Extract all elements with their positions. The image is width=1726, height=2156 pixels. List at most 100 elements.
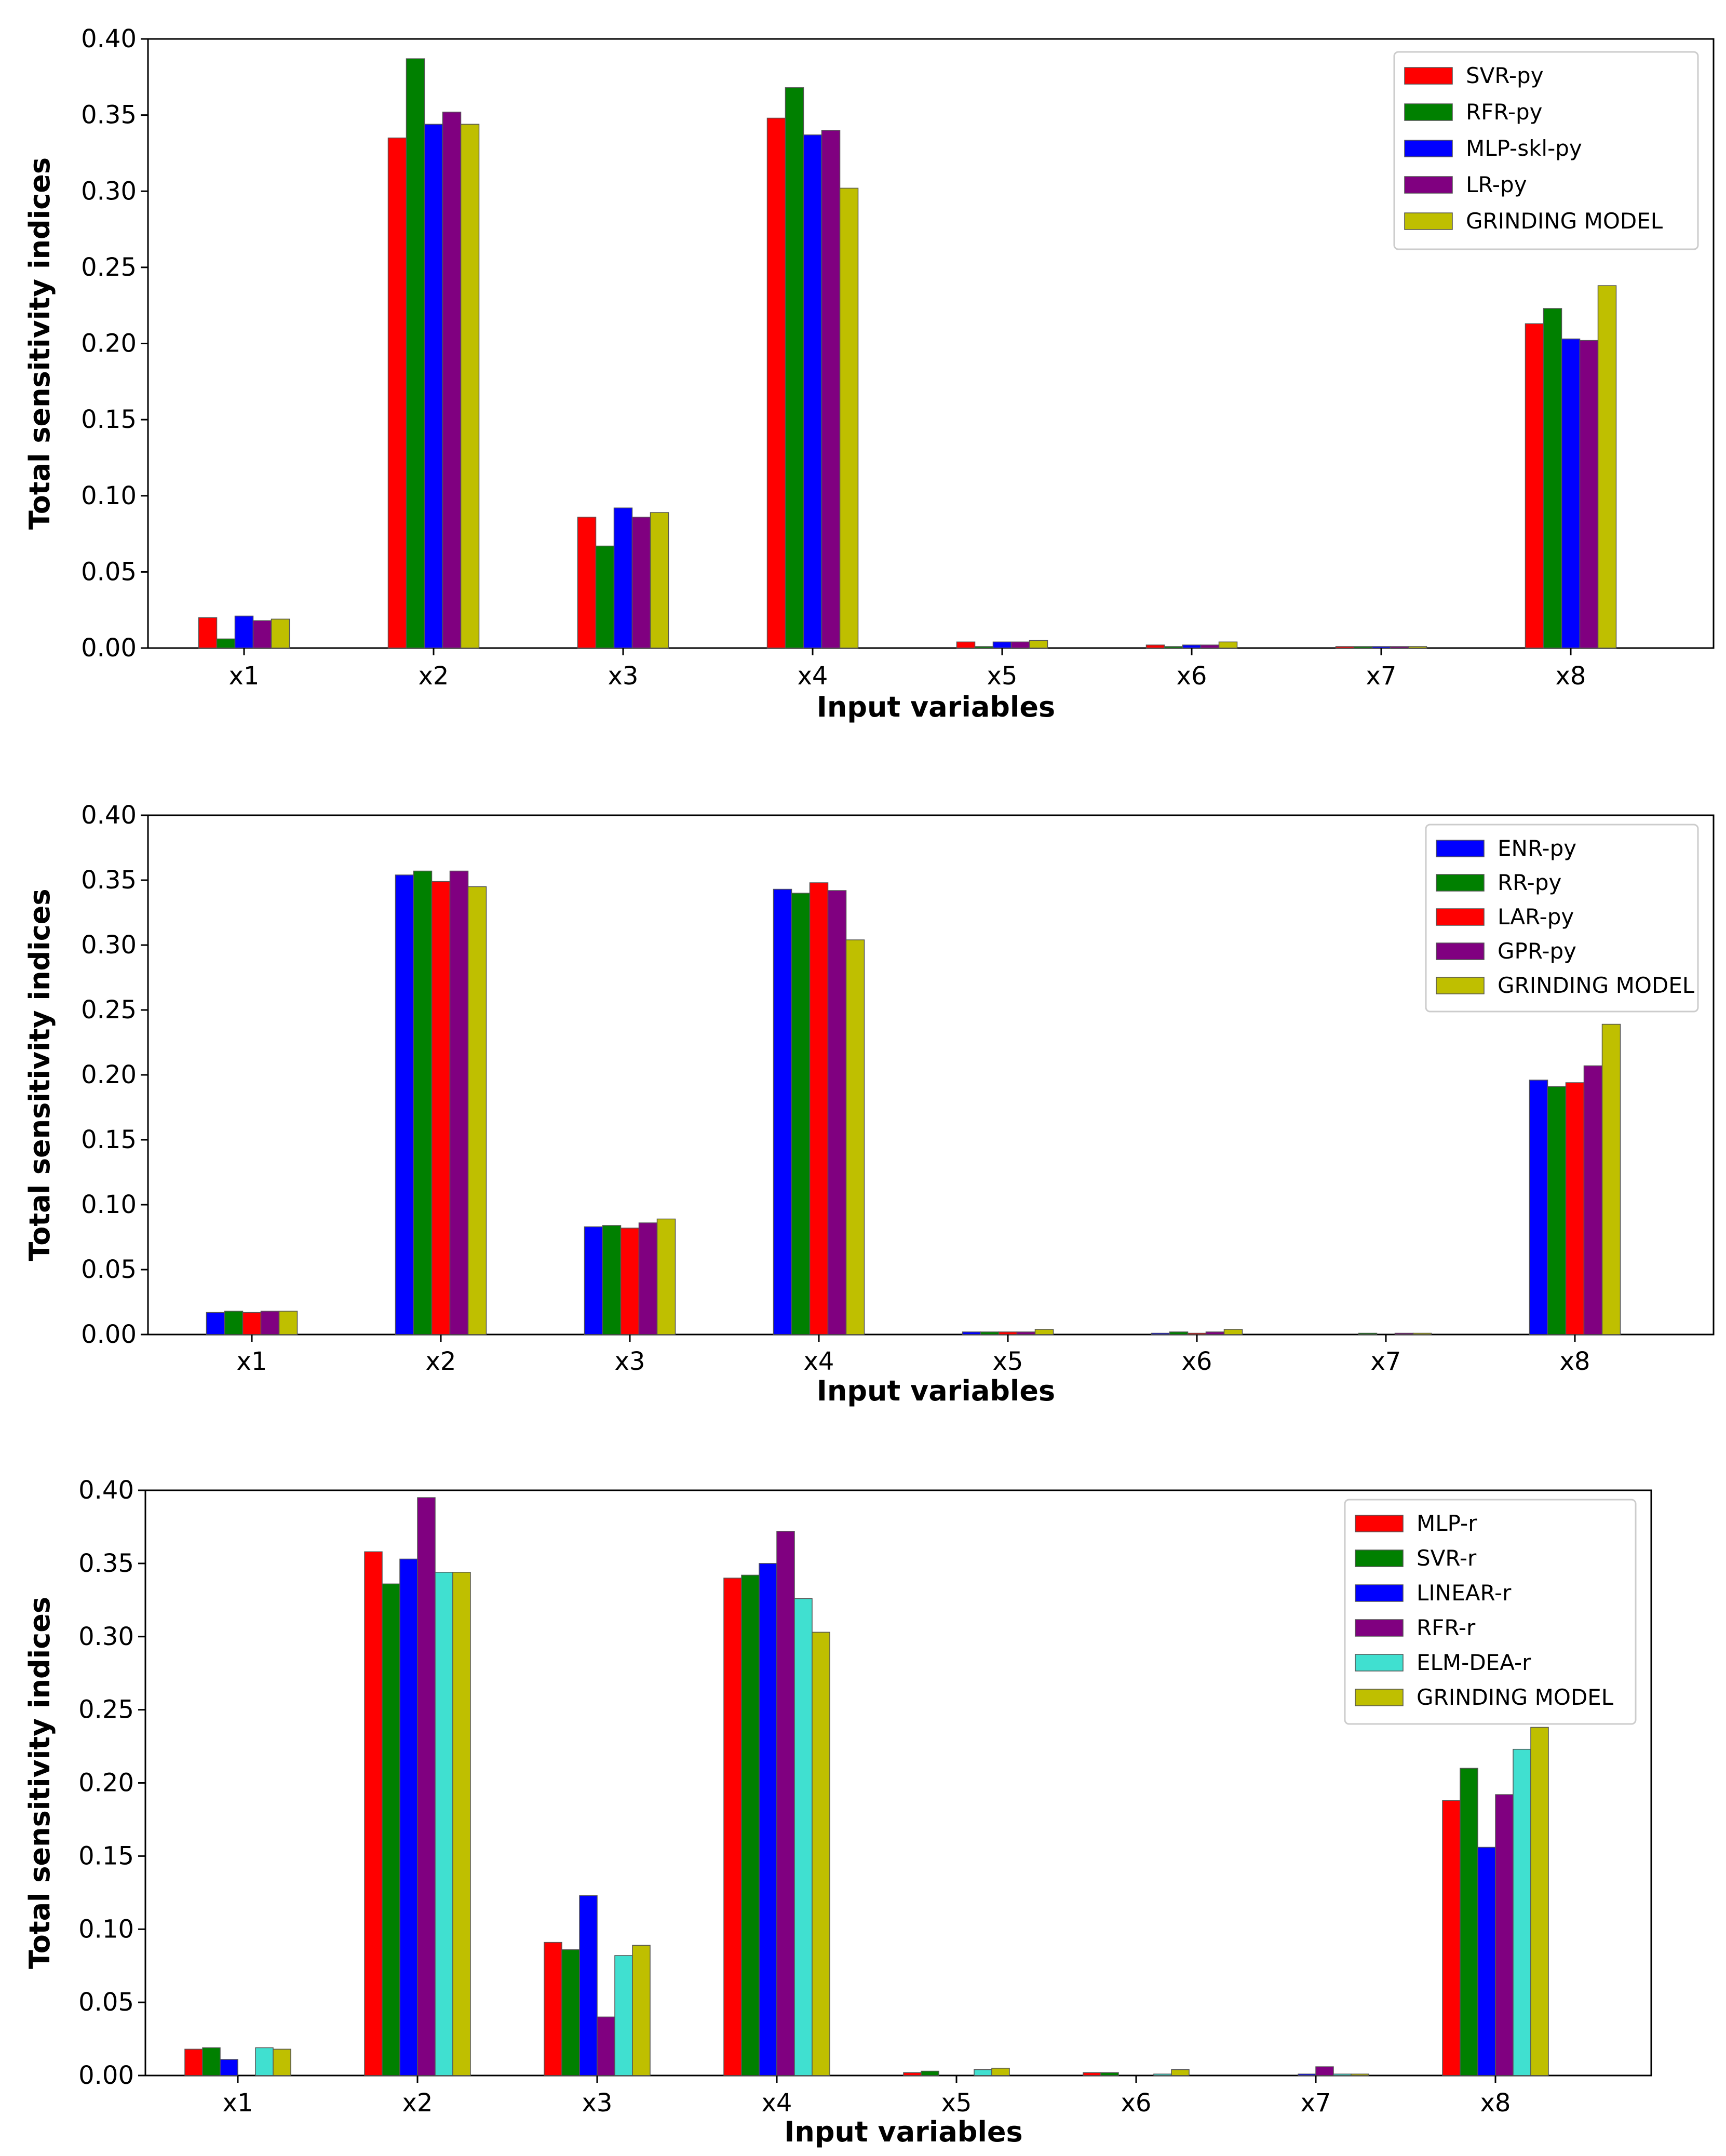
legend-swatch-lr-py <box>1404 176 1453 194</box>
bar-x1-grinding-model <box>278 1311 298 1335</box>
bar-x7-grinding-model <box>1351 2073 1369 2076</box>
y-tick-label: 0.40 <box>78 1476 134 1505</box>
bar-x3-rfr-py <box>595 545 615 649</box>
legend-label: GRINDING MODEL <box>1417 1685 1614 1710</box>
x-tick-label: x4 <box>762 2088 792 2118</box>
bar-x6-elm-dea-r <box>1153 2073 1172 2076</box>
y-tick-label: 0.05 <box>81 1255 137 1284</box>
x-tick-label: x3 <box>582 2088 613 2118</box>
bar-x3-grinding-model <box>650 512 669 649</box>
y-tick-label: 0.20 <box>81 329 137 358</box>
bar-x1-mlp-skl-py <box>234 615 254 649</box>
bar-x2-grinding-model <box>460 124 480 649</box>
bar-x2-rfr-r <box>417 1497 436 2076</box>
y-tick-label: 0.30 <box>81 177 137 206</box>
legend-label: SVR-py <box>1466 63 1544 88</box>
bar-x4-elm-dea-r <box>794 1598 813 2076</box>
y-tick-label: 0.20 <box>78 1769 134 1798</box>
bar-x2-mlp-r <box>364 1551 383 2076</box>
legend-frame <box>1393 51 1699 250</box>
bar-x3-svr-py <box>577 517 597 649</box>
legend-swatch-rfr-r <box>1355 1619 1404 1637</box>
bar-x8-lr-py <box>1579 340 1599 649</box>
y-tick-label: 0.30 <box>78 1622 134 1651</box>
legend-swatch-grinding-model <box>1355 1689 1404 1706</box>
bar-x1-svr-py <box>198 617 218 649</box>
y-tick-label: 0.25 <box>78 1695 134 1724</box>
y-tick-label: 0.00 <box>81 1320 137 1349</box>
bar-x8-grinding-model <box>1601 1023 1621 1335</box>
bar-x6-lar-py <box>1187 1332 1207 1335</box>
legend-label: MLP-skl-py <box>1466 136 1582 161</box>
bar-x1-mlp-r <box>184 2049 203 2076</box>
legend-frame <box>1425 824 1699 1013</box>
legend-label: LAR-py <box>1498 904 1574 929</box>
legend-label: MLP-r <box>1417 1511 1477 1536</box>
x-tick-label: x2 <box>419 662 449 691</box>
x-tick-label: x2 <box>402 2088 433 2118</box>
bar-x7-grinding-model <box>1408 646 1427 649</box>
x-tick-label: x5 <box>993 1347 1023 1376</box>
y-tick-label: 0.05 <box>81 557 137 586</box>
x-axis-label: Input variables <box>817 691 1055 723</box>
x-tick-label: x4 <box>798 662 828 691</box>
y-axis-label: Total sensitivity indices <box>23 889 56 1261</box>
bar-x1-gpr-py <box>260 1311 280 1335</box>
legend-label: RFR-r <box>1417 1615 1476 1640</box>
y-tick-label: 0.05 <box>78 1988 134 2017</box>
bar-x4-lar-py <box>809 882 829 1335</box>
bar-x3-grinding-model <box>656 1218 676 1335</box>
y-tick-label: 0.40 <box>81 801 137 830</box>
bar-x6-rfr-py <box>1164 646 1183 649</box>
bar-x6-svr-r <box>1100 2072 1119 2076</box>
y-tick-label: 0.35 <box>78 1549 134 1578</box>
bar-x1-lar-py <box>242 1312 262 1335</box>
legend-label: GRINDING MODEL <box>1466 208 1663 234</box>
bar-x2-rfr-py <box>406 58 425 649</box>
bar-x1-rfr-py <box>216 638 236 649</box>
bar-x7-rr-py <box>1358 1332 1378 1335</box>
bar-x7-svr-py <box>1335 646 1355 649</box>
bar-x6-grinding-model <box>1218 641 1238 649</box>
x-tick-label: x6 <box>1121 2088 1152 2118</box>
legend-label: GRINDING MODEL <box>1498 973 1695 998</box>
bar-x8-svr-r <box>1460 1768 1478 2076</box>
x-tick-label: x8 <box>1480 2088 1511 2118</box>
bar-x4-mlp-r <box>723 1578 742 2076</box>
legend: MLP-r SVR-r LINEAR-r RFR-r ELM-DEA-r GRINDING… <box>1344 1499 1637 1725</box>
x-tick-label: x8 <box>1560 1347 1590 1376</box>
bar-x6-grinding-model <box>1171 2069 1190 2076</box>
x-tick-label: x5 <box>987 662 1018 691</box>
x-tick-label: x6 <box>1177 662 1207 691</box>
bar-x8-linear-r <box>1477 1847 1496 2076</box>
y-tick-label: 0.40 <box>81 24 137 53</box>
x-tick-label: x1 <box>229 662 260 691</box>
x-axis-label: Input variables <box>817 1375 1055 1407</box>
bar-x1-grinding-model <box>273 2049 291 2076</box>
bar-x1-enr-py <box>206 1312 225 1335</box>
bar-x7-elm-dea-r <box>1333 2073 1352 2076</box>
x-tick-label: x7 <box>1301 2088 1331 2118</box>
bar-x2-mlp-skl-py <box>424 124 443 649</box>
y-tick-label: 0.20 <box>81 1060 137 1089</box>
bar-x4-svr-py <box>766 117 786 649</box>
bar-x6-gpr-py <box>1205 1331 1225 1335</box>
bar-x4-mlp-skl-py <box>803 134 822 649</box>
legend-swatch-grinding-model <box>1404 212 1453 230</box>
bar-x5-rfr-py <box>974 646 994 649</box>
legend-label: ENR-py <box>1498 836 1576 861</box>
x-tick-label: x5 <box>941 2088 972 2118</box>
bar-x2-rr-py <box>413 870 433 1335</box>
legend: SVR-py RFR-py MLP-skl-py LR-py GRINDING MODE… <box>1393 51 1699 250</box>
bar-x8-gpr-py <box>1583 1065 1603 1335</box>
legend-label: ELM-DEA-r <box>1417 1650 1531 1675</box>
bar-x1-linear-r <box>220 2059 238 2076</box>
bar-x8-lar-py <box>1565 1082 1585 1335</box>
bar-x5-gpr-py <box>1016 1331 1036 1335</box>
bar-x4-svr-r <box>741 1574 760 2076</box>
legend: ENR-py RR-py LAR-py GPR-py GRINDING MODEL <box>1425 824 1699 1013</box>
bar-x1-rr-py <box>224 1311 244 1335</box>
bar-x8-rr-py <box>1547 1086 1567 1335</box>
legend-swatch-rfr-py <box>1404 103 1453 121</box>
x-tick-label: x3 <box>615 1347 645 1376</box>
